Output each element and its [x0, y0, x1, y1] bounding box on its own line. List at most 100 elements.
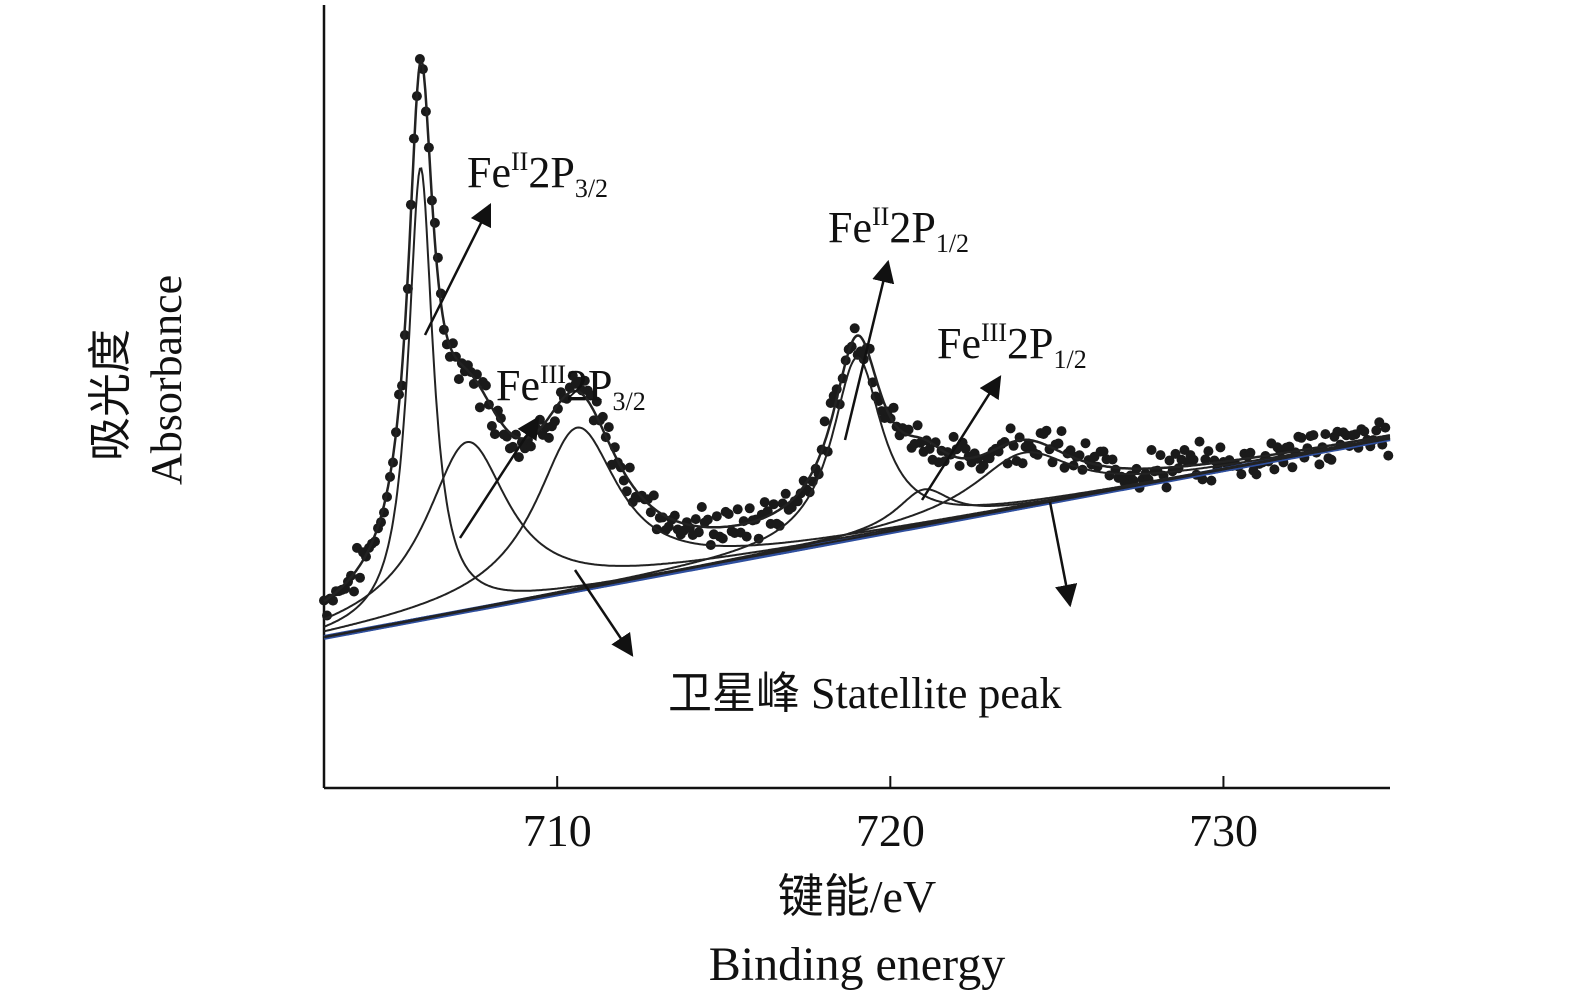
data-point-332 [1314, 459, 1325, 470]
data-point-212 [954, 460, 965, 471]
data-point-75 [543, 432, 554, 443]
y-axis-label: 吸光度 Absorbance [83, 274, 213, 485]
data-point-52 [474, 402, 485, 413]
data-point-150 [768, 499, 779, 510]
data-point-65 [513, 452, 524, 463]
data-point-326 [1296, 432, 1307, 443]
data-point-69 [525, 441, 536, 452]
data-point-195 [903, 424, 914, 435]
data-point-311 [1251, 469, 1262, 480]
data-point-229 [1005, 423, 1016, 434]
data-point-296 [1206, 475, 1217, 486]
data-point-355 [1383, 450, 1394, 461]
data-point-190 [888, 402, 899, 413]
x-tick-label-730: 730 [1189, 805, 1258, 856]
data-point-158 [792, 496, 803, 507]
data-point-249 [1065, 445, 1076, 456]
data-point-210 [948, 431, 959, 442]
data-point-56 [486, 421, 497, 431]
data-point-154 [780, 488, 791, 499]
data-point-354 [1380, 422, 1391, 433]
data-point-102 [624, 462, 635, 473]
data-point-126 [696, 502, 707, 512]
data-point-309 [1245, 447, 1256, 458]
data-point-38 [432, 252, 443, 263]
data-point-57 [489, 429, 500, 440]
x-axis-label-en: Binding energy [709, 938, 1005, 991]
data-point-233 [1017, 458, 1028, 469]
data-point-45 [453, 374, 464, 385]
x-ticks: 710 720 730 [523, 776, 1258, 856]
data-point-125 [693, 527, 704, 538]
data-point-93 [597, 411, 608, 422]
data-point-95 [603, 422, 614, 433]
data-point-290 [1188, 454, 1199, 465]
data-point-147 [759, 497, 770, 508]
satellite-label: 卫星峰 Statellite peak [668, 669, 1061, 718]
data-point-152 [774, 520, 785, 531]
data-point-77 [549, 416, 560, 427]
data-point-351 [1371, 425, 1382, 436]
label-fe2-2p12: FeII2P1/2 [828, 202, 969, 258]
data-point-295 [1203, 446, 1214, 457]
data-point-299 [1215, 442, 1226, 453]
data-point-177 [849, 323, 860, 334]
arrow-fe3-2p12 [920, 375, 1002, 501]
data-point-292 [1194, 436, 1205, 447]
data-point-110 [648, 490, 659, 501]
label-fe2-2p32: FeII2P3/2 [467, 147, 608, 203]
data-point-241 [1041, 425, 1052, 436]
data-point-133 [717, 533, 728, 544]
data-point-306 [1236, 469, 1247, 480]
data-point-59 [495, 413, 506, 424]
data-point-323 [1287, 462, 1298, 473]
data-point-124 [690, 514, 701, 525]
data-point-260 [1098, 446, 1109, 457]
data-point-281 [1161, 482, 1172, 493]
fit-curves [323, 57, 1391, 640]
y-axis-label-en: Absorbance [142, 274, 191, 485]
data-point-334 [1320, 429, 1331, 440]
data-point-91 [591, 396, 602, 407]
data-point-54 [480, 380, 491, 391]
data-point-254 [1080, 438, 1091, 449]
fit-component-peak-3 [323, 356, 1391, 638]
arrow-fe3-2p32 [458, 416, 540, 539]
data-point-293 [1197, 474, 1208, 485]
data-point-167 [819, 416, 830, 427]
data-point-347 [1359, 426, 1370, 437]
data-point-135 [723, 509, 734, 519]
fit-envelope [323, 57, 1391, 603]
data-point-336 [1326, 454, 1337, 465]
data-point-263 [1107, 454, 1118, 465]
data-point-279 [1155, 450, 1166, 461]
data-point-141 [741, 531, 752, 542]
x-tick-label-710: 710 [523, 805, 592, 856]
y-axis-label-cn: 吸光度 [86, 329, 135, 461]
arrow-fe2-2p32 [423, 202, 492, 336]
fit-component-satellite-1 [323, 426, 1391, 633]
x-axis-label-cn: 键能/eV [778, 871, 936, 922]
arrow-satellite-2 [1048, 501, 1078, 608]
data-point-10 [349, 586, 359, 597]
data-point-83 [567, 370, 578, 381]
data-point-87 [579, 375, 590, 386]
data-point-89 [585, 390, 596, 401]
data-point-330 [1308, 430, 1319, 441]
data-point-245 [1053, 438, 1064, 449]
data-point-246 [1056, 426, 1067, 437]
x-tick-label-720: 720 [856, 805, 925, 856]
data-point-317 [1269, 464, 1280, 475]
label-fe3-2p32: FeIII2P3/2 [496, 360, 646, 416]
data-point-282 [1164, 455, 1175, 466]
arrow-satellite-1 [573, 569, 634, 657]
data-point-220 [978, 460, 989, 471]
data-point-198 [912, 420, 923, 431]
data-point-128 [702, 514, 713, 525]
label-fe3-2p12: FeIII2P1/2 [937, 318, 1087, 374]
data-point-12 [355, 572, 365, 583]
data-point-142 [744, 503, 755, 514]
data-point-214 [960, 443, 971, 454]
data-point-63 [507, 441, 518, 452]
